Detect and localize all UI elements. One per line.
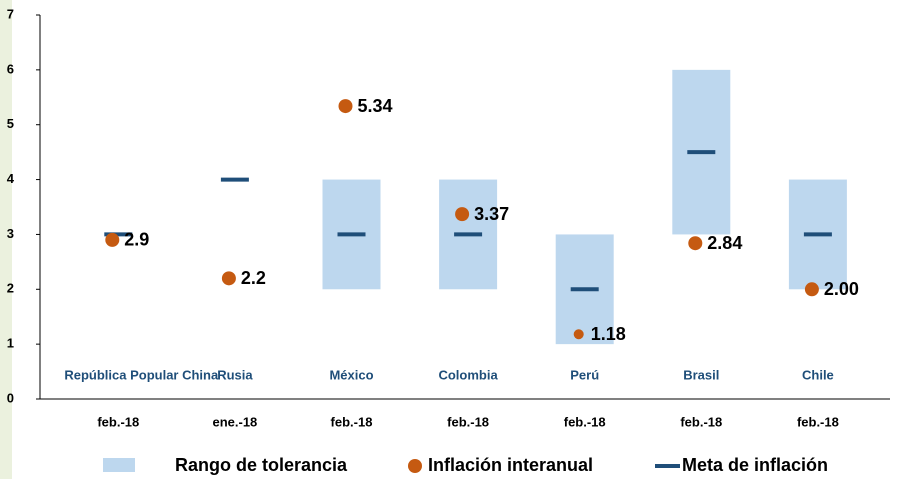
category-label: México xyxy=(329,367,373,382)
category-label: Brasil xyxy=(683,367,719,382)
legend-swatch xyxy=(103,458,135,472)
category-label: Perú xyxy=(570,367,599,382)
inflation-dot xyxy=(804,282,819,297)
inflation-dot xyxy=(221,271,236,286)
data-label: 2.84 xyxy=(707,233,742,253)
legend-label: Meta de inflación xyxy=(682,455,828,475)
data-label: 3.37 xyxy=(474,204,509,224)
inflation-dot xyxy=(105,232,120,247)
date-label: feb.-18 xyxy=(447,414,489,429)
data-label: 2.2 xyxy=(241,268,266,288)
data-label: 5.34 xyxy=(358,96,393,116)
side-strip xyxy=(0,0,12,479)
category-label: Colombia xyxy=(438,367,498,382)
category-label: Rusia xyxy=(217,367,253,382)
legend-label: Rango de tolerancia xyxy=(175,455,348,475)
data-label: 2.9 xyxy=(124,230,149,250)
y-tick-label: 0 xyxy=(7,390,14,405)
date-label: feb.-18 xyxy=(97,414,139,429)
date-label: feb.-18 xyxy=(331,414,373,429)
legend-swatch xyxy=(408,459,422,473)
y-tick-label: 7 xyxy=(7,6,14,21)
y-tick-label: 6 xyxy=(7,61,14,76)
date-label: ene.-18 xyxy=(212,414,257,429)
category-label: República Popular China xyxy=(64,367,219,382)
data-label: 1.18 xyxy=(591,324,626,344)
inflation-dot xyxy=(573,329,584,340)
inflation-dot xyxy=(688,236,703,251)
date-label: feb.-18 xyxy=(564,414,606,429)
y-tick-label: 2 xyxy=(7,281,14,296)
date-label: feb.-18 xyxy=(797,414,839,429)
date-label: feb.-18 xyxy=(680,414,722,429)
category-label: Chile xyxy=(802,367,834,382)
y-tick-label: 3 xyxy=(7,226,14,241)
y-tick-label: 4 xyxy=(7,171,15,186)
inflation-dot xyxy=(455,207,470,222)
y-tick-label: 5 xyxy=(7,116,14,131)
data-label: 2.00 xyxy=(824,279,859,299)
inflation-dot xyxy=(338,99,353,114)
legend-label: Inflación interanual xyxy=(428,455,593,475)
y-tick-label: 1 xyxy=(7,336,14,351)
